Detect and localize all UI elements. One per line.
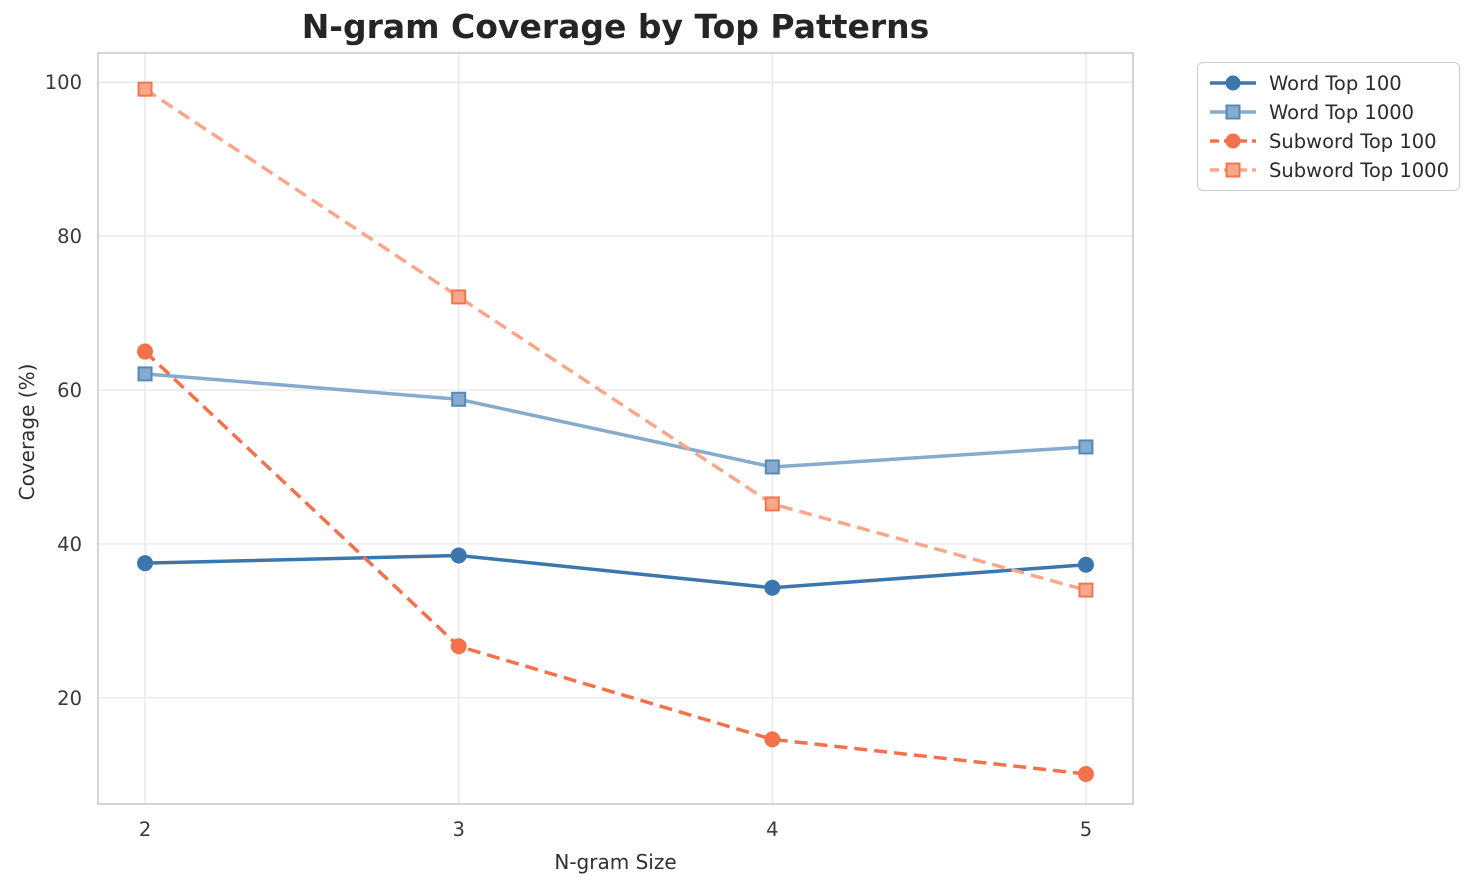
legend-label: Subword Top 100 — [1269, 129, 1437, 153]
y-tick-label: 20 — [57, 687, 82, 710]
data-point — [137, 555, 154, 572]
data-point — [1077, 765, 1094, 782]
data-point — [137, 366, 153, 382]
legend-marker-sample — [1210, 162, 1256, 178]
x-tick-label: 5 — [1080, 818, 1092, 841]
legend-label: Word Top 100 — [1269, 71, 1402, 95]
x-tick-label: 3 — [452, 818, 464, 841]
data-point — [1078, 439, 1094, 455]
legend-item: Word Top 100 — [1209, 71, 1449, 95]
series-word-top-1000 — [137, 366, 1094, 475]
legend-marker-sample — [1210, 133, 1256, 149]
y-axis-label: Coverage (%) — [15, 363, 39, 501]
legend: Word Top 100 Word Top 1000 Subword Top 100… — [1197, 62, 1460, 191]
series-word-top-100 — [137, 547, 1094, 596]
data-point — [1078, 582, 1094, 598]
y-tick-label: 100 — [45, 71, 82, 94]
data-point — [451, 289, 467, 305]
data-point — [451, 391, 467, 407]
data-point — [137, 343, 154, 360]
legend-item: Subword Top 100 — [1209, 129, 1449, 153]
legend-item: Word Top 1000 — [1209, 100, 1449, 124]
data-point — [137, 81, 153, 97]
data-point — [764, 579, 781, 596]
series-subword-top-100 — [137, 343, 1094, 782]
data-point — [450, 547, 467, 564]
x-tick-label: 2 — [139, 818, 151, 841]
series-subword-top-1000 — [137, 81, 1094, 598]
data-point — [764, 731, 781, 748]
chart-title: N-gram Coverage by Top Patterns — [301, 7, 930, 46]
y-tick-label: 60 — [57, 379, 82, 402]
series-line — [144, 87, 1087, 592]
data-point — [764, 459, 780, 475]
data-point — [450, 638, 467, 655]
series-line — [143, 350, 1087, 776]
x-axis-label: N-gram Size — [554, 850, 677, 874]
legend-label: Word Top 1000 — [1269, 100, 1415, 124]
legend-marker-sample — [1210, 104, 1256, 120]
x-tick-label: 4 — [766, 818, 778, 841]
legend-label: Subword Top 1000 — [1269, 158, 1449, 182]
series-line — [144, 372, 1087, 469]
y-tick-label: 80 — [57, 225, 82, 248]
plot-frame — [97, 52, 1134, 805]
data-point — [1077, 556, 1094, 573]
legend-marker-sample — [1210, 75, 1256, 91]
y-tick-label: 40 — [57, 533, 82, 556]
legend-item: Subword Top 1000 — [1209, 158, 1449, 182]
series-line — [145, 553, 1087, 590]
data-point — [764, 496, 780, 512]
